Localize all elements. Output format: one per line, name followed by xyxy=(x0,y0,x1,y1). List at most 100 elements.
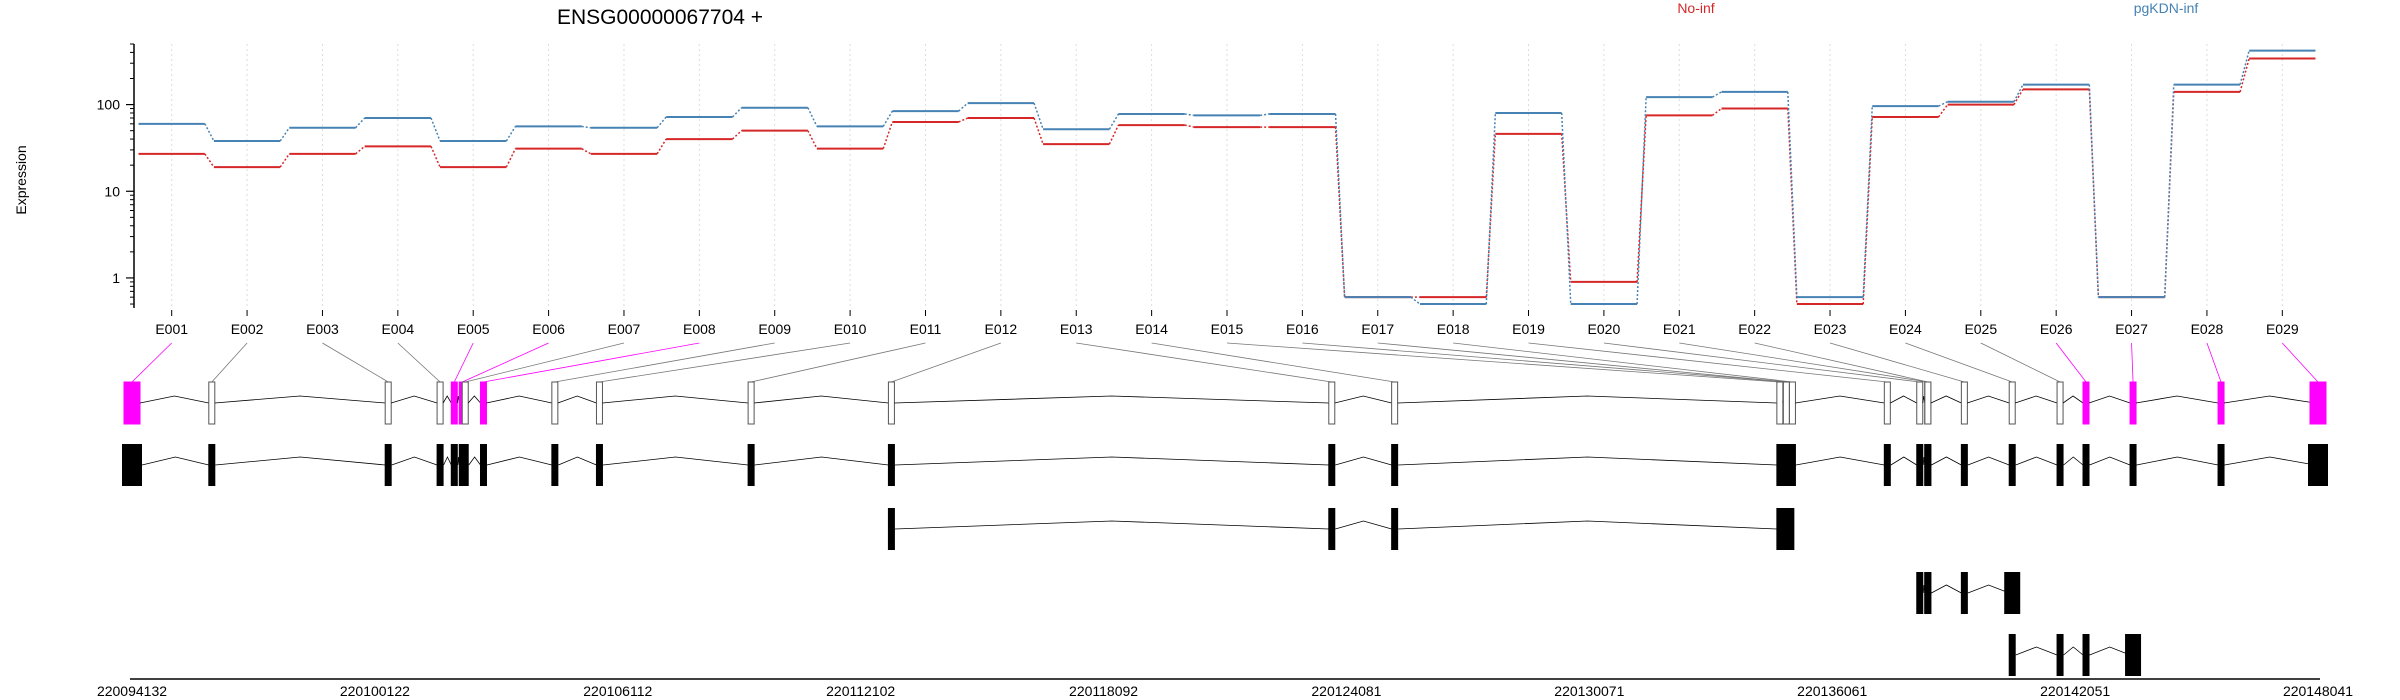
exon-box-e015 xyxy=(1776,381,1784,425)
transcript-exon xyxy=(384,444,392,486)
transcript-exon xyxy=(1916,572,1924,614)
genomic-coordinate-label: 220118092 xyxy=(1069,683,1138,699)
transcript-exon xyxy=(2056,634,2064,676)
exon-connector-line xyxy=(1302,342,1788,383)
exon-connector-line xyxy=(1754,342,1928,383)
intron-line xyxy=(2088,395,2131,404)
exon-box-e011 xyxy=(747,381,755,425)
exon-box-e029 xyxy=(2309,381,2327,425)
series-connector xyxy=(1033,117,1044,145)
transcript-intron xyxy=(443,456,452,466)
transcript-intron xyxy=(1967,456,2010,466)
transcript-exon xyxy=(887,444,895,486)
exon-connector-line xyxy=(462,342,549,383)
transcript-exon xyxy=(1960,572,1968,614)
transcript-exon xyxy=(2008,634,2016,676)
exon-box-e017 xyxy=(1782,381,1790,425)
series-connector xyxy=(1108,113,1120,130)
transcript-intron xyxy=(754,456,889,466)
transcript-intron xyxy=(558,456,597,466)
transcript-intron xyxy=(894,520,1329,530)
exon-connector-line xyxy=(2206,342,2222,383)
exon-box-e025 xyxy=(2056,381,2064,425)
series-connector xyxy=(279,153,290,168)
series-connector xyxy=(430,146,441,168)
plot-area xyxy=(138,49,2316,306)
exon-label-e004: E004 xyxy=(381,321,414,337)
series-connector xyxy=(1108,124,1120,145)
exon-label-e018: E018 xyxy=(1437,321,1470,337)
series-connector xyxy=(1033,102,1044,130)
genomic-coordinate-label: 220106112 xyxy=(583,683,652,699)
transcript-exon xyxy=(2129,444,2137,486)
transcript-intron xyxy=(602,456,749,466)
legend-entry-pgkdn-inf: pgKDN-inf xyxy=(2134,0,2199,16)
transcript-exon xyxy=(450,444,458,486)
exon-connector-line xyxy=(1453,342,1793,383)
intron-line xyxy=(2135,395,2219,404)
series-connector xyxy=(1711,107,1722,117)
series-connector xyxy=(1184,124,1194,128)
transcript-exon xyxy=(1391,508,1399,550)
series-connector xyxy=(355,145,366,155)
series-connector xyxy=(2239,58,2250,93)
transcript-exon xyxy=(208,444,216,486)
exon-label-e011: E011 xyxy=(910,321,942,337)
exon-box-e022 xyxy=(1924,381,1932,425)
transcript-exon xyxy=(2056,444,2064,486)
intron-line xyxy=(2062,395,2084,404)
exon-box-e004 xyxy=(436,381,444,425)
exon-label-e006: E006 xyxy=(532,321,565,337)
series-connector xyxy=(355,117,366,129)
genomic-coordinate-label: 220148041 xyxy=(2283,683,2353,699)
series-connector xyxy=(1636,97,1647,305)
series-connector xyxy=(581,125,591,129)
exon-connector-line xyxy=(554,342,775,383)
exon-label-e023: E023 xyxy=(1814,321,1847,337)
series-connector xyxy=(1260,113,1270,117)
transcript-intron xyxy=(2136,456,2219,466)
transcript-exon xyxy=(2004,572,2021,614)
exon-connector-line xyxy=(1151,342,1395,383)
exon-connector-line xyxy=(1679,342,1928,383)
intron-line xyxy=(486,395,552,404)
transcript-exon xyxy=(1960,444,1968,486)
transcript-intron xyxy=(1335,456,1392,466)
exon-connector-line xyxy=(1603,342,1920,383)
genomic-coordinate-label: 220094132 xyxy=(97,683,167,699)
series-connector xyxy=(882,110,893,127)
transcript-exon xyxy=(1778,508,1795,550)
exon-box-e014 xyxy=(1391,381,1399,425)
y-tick-label: 100 xyxy=(97,97,121,113)
transcript-exon xyxy=(1924,572,1932,614)
genomic-axis: 220094132 220100122 220106112 220112102 2201… xyxy=(97,678,2353,699)
series-connector xyxy=(1560,112,1572,305)
genomic-coordinate-label: 220142051 xyxy=(2040,683,2110,699)
transcript-intron xyxy=(486,456,552,466)
series-connector xyxy=(204,153,215,168)
genomic-coordinate-label: 220136061 xyxy=(1797,683,1867,699)
series-connector xyxy=(2013,88,2024,105)
legend-entry-no-inf: No-inf xyxy=(1677,0,1714,16)
exon-connector-line xyxy=(2282,342,2319,383)
series-connector xyxy=(279,127,290,142)
intron-line xyxy=(2223,395,2316,404)
exon-connector-line xyxy=(1528,342,1888,383)
transcript-exon xyxy=(461,444,469,486)
exon-label-e012: E012 xyxy=(985,321,1018,337)
transcript-exon xyxy=(551,444,559,486)
y-tick-label: 10 xyxy=(104,183,120,199)
exon-connector-line xyxy=(322,342,389,383)
intron-line xyxy=(139,395,209,404)
exon-connector-line xyxy=(465,342,625,383)
transcript-intron xyxy=(1398,456,1777,466)
series-connector xyxy=(581,148,592,155)
exon-connector-line xyxy=(1905,342,2013,383)
exon-label-e020: E020 xyxy=(1588,321,1621,337)
exon-connector-line xyxy=(1980,342,2061,383)
transcript-row-4 xyxy=(2008,634,2142,676)
series-connector xyxy=(430,117,441,142)
exon-box-e007 xyxy=(461,381,469,425)
intron-line xyxy=(467,395,481,404)
